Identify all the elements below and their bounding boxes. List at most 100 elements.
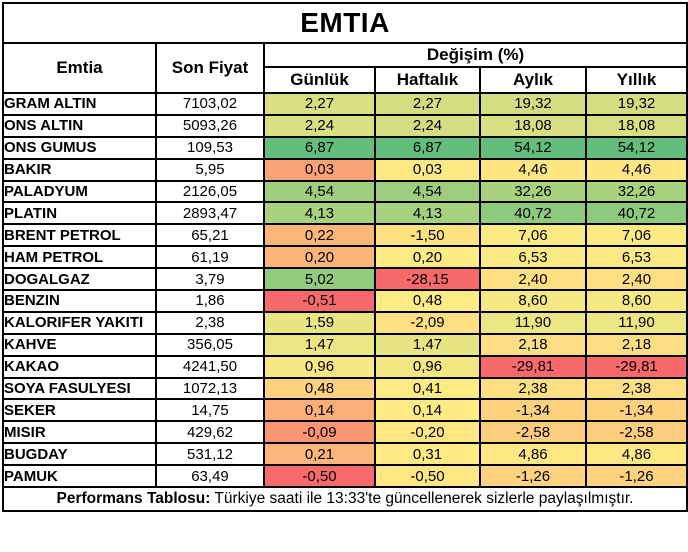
change-value-cell: 2,27	[263, 92, 376, 116]
change-value-cell: -0,20	[374, 420, 481, 445]
change-value-cell: 11,90	[584, 310, 688, 335]
last-price-cell: 7103,02	[155, 92, 265, 116]
commodity-name-cell: BENZIN	[2, 289, 157, 313]
change-value-cell: -2,58	[479, 420, 587, 445]
table-row: ONS ALTIN 5093,26 2,24 2,24 18,08 18,08	[2, 113, 688, 138]
last-price-cell: 109,53	[155, 135, 265, 160]
page: EMTIA Emtia Son Fiyat Değişim (%) Günlük…	[1, 2, 688, 513]
change-value-cell: -2,58	[584, 420, 688, 445]
change-value-cell: 0,48	[374, 289, 481, 313]
last-price-cell: 2126,05	[155, 179, 265, 204]
commodity-name-cell: KALORIFER YAKITI	[2, 310, 157, 335]
last-price-cell: 63,49	[155, 464, 265, 489]
table-row: DOGALGAZ 3,79 5,02 -28,15 2,40 2,40	[2, 267, 688, 292]
change-value-cell: -2,09	[374, 310, 481, 335]
change-value-cell: 6,87	[374, 135, 481, 160]
change-value-cell: 4,54	[374, 179, 481, 204]
last-price-cell: 1072,13	[155, 376, 265, 401]
change-value-cell: 4,86	[479, 442, 587, 467]
change-value-cell: 1,47	[374, 332, 481, 357]
change-value-cell: 18,08	[584, 113, 688, 138]
change-value-cell: 4,54	[263, 179, 376, 204]
column-header-yearly: Yıllık	[584, 66, 688, 94]
change-value-cell: 0,96	[263, 354, 376, 379]
commodity-name-cell: BRENT PETROL	[2, 223, 157, 248]
table-row: BRENT PETROL 65,21 0,22 -1,50 7,06 7,06	[2, 223, 688, 248]
table-row: KAKAO 4241,50 0,96 0,96 -29,81 -29,81	[2, 354, 688, 379]
commodity-name-cell: BAKIR	[2, 157, 157, 182]
table-row: PALADYUM 2126,05 4,54 4,54 32,26 32,26	[2, 179, 688, 204]
change-value-cell: 2,18	[479, 332, 587, 357]
change-value-cell: 5,02	[263, 267, 376, 292]
table-row: BENZIN 1,86 -0,51 0,48 8,60 8,60	[2, 289, 688, 313]
change-value-cell: -1,34	[479, 398, 587, 423]
change-value-cell: 2,40	[584, 267, 688, 292]
commodity-name-cell: PALADYUM	[2, 179, 157, 204]
commodity-name-cell: SOYA FASULYESI	[2, 376, 157, 401]
commodity-name-cell: PLATIN	[2, 201, 157, 226]
last-price-cell: 4241,50	[155, 354, 265, 379]
table-row: ONS GUMUS 109,53 6,87 6,87 54,12 54,12	[2, 135, 688, 160]
change-value-cell: 32,26	[584, 179, 688, 204]
change-value-cell: 4,86	[584, 442, 688, 467]
change-value-cell: 2,40	[479, 267, 587, 292]
change-value-cell: -1,34	[584, 398, 688, 423]
commodity-name-cell: GRAM ALTIN	[2, 92, 157, 116]
change-value-cell: -0,50	[263, 464, 376, 489]
change-value-cell: 54,12	[584, 135, 688, 160]
commodity-name-cell: KAKAO	[2, 354, 157, 379]
change-value-cell: 11,90	[479, 310, 587, 335]
change-value-cell: 0,31	[374, 442, 481, 467]
change-value-cell: 8,60	[584, 289, 688, 313]
column-header-weekly: Haftalık	[374, 66, 481, 94]
change-value-cell: 6,53	[479, 245, 587, 270]
change-value-cell: -0,51	[263, 289, 376, 313]
change-value-cell: 4,46	[584, 157, 688, 182]
change-value-cell: 0,03	[263, 157, 376, 182]
change-value-cell: 0,41	[374, 376, 481, 401]
change-value-cell: 0,21	[263, 442, 376, 467]
change-value-cell: 1,59	[263, 310, 376, 335]
change-value-cell: -1,26	[584, 464, 688, 489]
change-value-cell: 4,13	[263, 201, 376, 226]
table-row: KALORIFER YAKITI 2,38 1,59 -2,09 11,90 11,90	[2, 310, 688, 335]
change-value-cell: 0,03	[374, 157, 481, 182]
column-header-monthly: Aylık	[479, 66, 587, 94]
header-row-periods: Günlük Haftalık Aylık Yıllık	[3, 66, 688, 94]
change-value-cell: -28,15	[374, 267, 481, 292]
change-value-cell: 4,13	[374, 201, 481, 226]
change-value-cell: 1,47	[263, 332, 376, 357]
last-price-cell: 65,21	[155, 223, 265, 248]
footer-row: Performans Tablosu: Türkiye saati ile 13…	[1, 486, 688, 513]
commodity-name-cell: KAHVE	[2, 332, 157, 357]
table-row: GRAM ALTIN 7103,02 2,27 2,27 19,32 19,32	[2, 92, 688, 116]
commodity-name-cell: ONS GUMUS	[2, 135, 157, 160]
change-value-cell: 0,96	[374, 354, 481, 379]
last-price-cell: 356,05	[155, 332, 265, 357]
footer-note-label: Performans Tablosu:	[56, 490, 211, 508]
change-value-cell: 19,32	[584, 92, 688, 116]
last-price-cell: 61,19	[155, 245, 265, 270]
change-value-cell: -29,81	[479, 354, 587, 379]
table-row: HAM PETROL 61,19 0,20 0,20 6,53 6,53	[2, 245, 688, 270]
change-value-cell: 2,24	[374, 113, 481, 138]
change-value-cell: 0,22	[263, 223, 376, 248]
change-value-cell: 0,20	[374, 245, 481, 270]
change-value-cell: -1,26	[479, 464, 587, 489]
change-value-cell: -29,81	[584, 354, 688, 379]
commodity-name-cell: BUGDAY	[2, 442, 157, 467]
page-title: EMTIA	[1, 2, 688, 44]
column-header-commodity: Emtia	[2, 42, 157, 94]
last-price-cell: 3,79	[155, 267, 265, 292]
change-value-cell: 8,60	[479, 289, 587, 313]
change-value-cell: 32,26	[479, 179, 587, 204]
last-price-cell: 5093,26	[155, 113, 265, 138]
change-value-cell: -0,09	[263, 420, 376, 445]
table-row: BUGDAY 531,12 0,21 0,31 4,86 4,86	[2, 442, 688, 467]
table-row: SOYA FASULYESI 1072,13 0,48 0,41 2,38 2,38	[2, 376, 688, 401]
change-value-cell: 7,06	[584, 223, 688, 248]
last-price-cell: 1,86	[155, 289, 265, 313]
table-row: PLATIN 2893,47 4,13 4,13 40,72 40,72	[2, 201, 688, 226]
change-value-cell: 2,38	[479, 376, 587, 401]
last-price-cell: 5,95	[155, 157, 265, 182]
